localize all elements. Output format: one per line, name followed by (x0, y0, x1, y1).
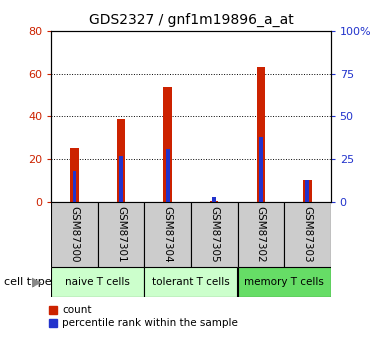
Bar (191, 202, 238, 267)
Legend: count, percentile rank within the sample: count, percentile rank within the sample (49, 305, 238, 328)
Bar (70, 148, 79, 202)
Text: memory T cells: memory T cells (244, 277, 324, 287)
Text: GSM87301: GSM87301 (116, 206, 126, 263)
Bar (284, 202, 331, 267)
Bar (98, 202, 144, 267)
Title: GDS2327 / gnf1m19896_a_at: GDS2327 / gnf1m19896_a_at (89, 13, 293, 27)
Bar (238, 202, 284, 267)
Bar (117, 119, 125, 202)
Bar (166, 149, 169, 202)
Bar (163, 87, 172, 202)
Text: naive T cells: naive T cells (65, 277, 130, 287)
Bar (210, 201, 218, 202)
Bar (144, 267, 238, 297)
Text: GSM87305: GSM87305 (209, 206, 219, 263)
Text: GSM87302: GSM87302 (256, 206, 266, 263)
Bar (238, 267, 331, 297)
Text: GSM87303: GSM87303 (302, 206, 312, 263)
Bar (212, 197, 216, 202)
Bar (73, 171, 76, 202)
Bar (51, 202, 98, 267)
Text: cell type: cell type (4, 277, 51, 287)
Bar (51, 267, 144, 297)
Text: GSM87304: GSM87304 (163, 206, 173, 263)
Bar (306, 180, 309, 202)
Bar (119, 156, 123, 202)
Text: tolerant T cells: tolerant T cells (152, 277, 230, 287)
Text: GSM87300: GSM87300 (70, 206, 79, 263)
Bar (144, 202, 191, 267)
Bar (256, 67, 265, 202)
Bar (259, 137, 263, 202)
Text: ▶: ▶ (32, 276, 42, 288)
Bar (303, 180, 312, 202)
